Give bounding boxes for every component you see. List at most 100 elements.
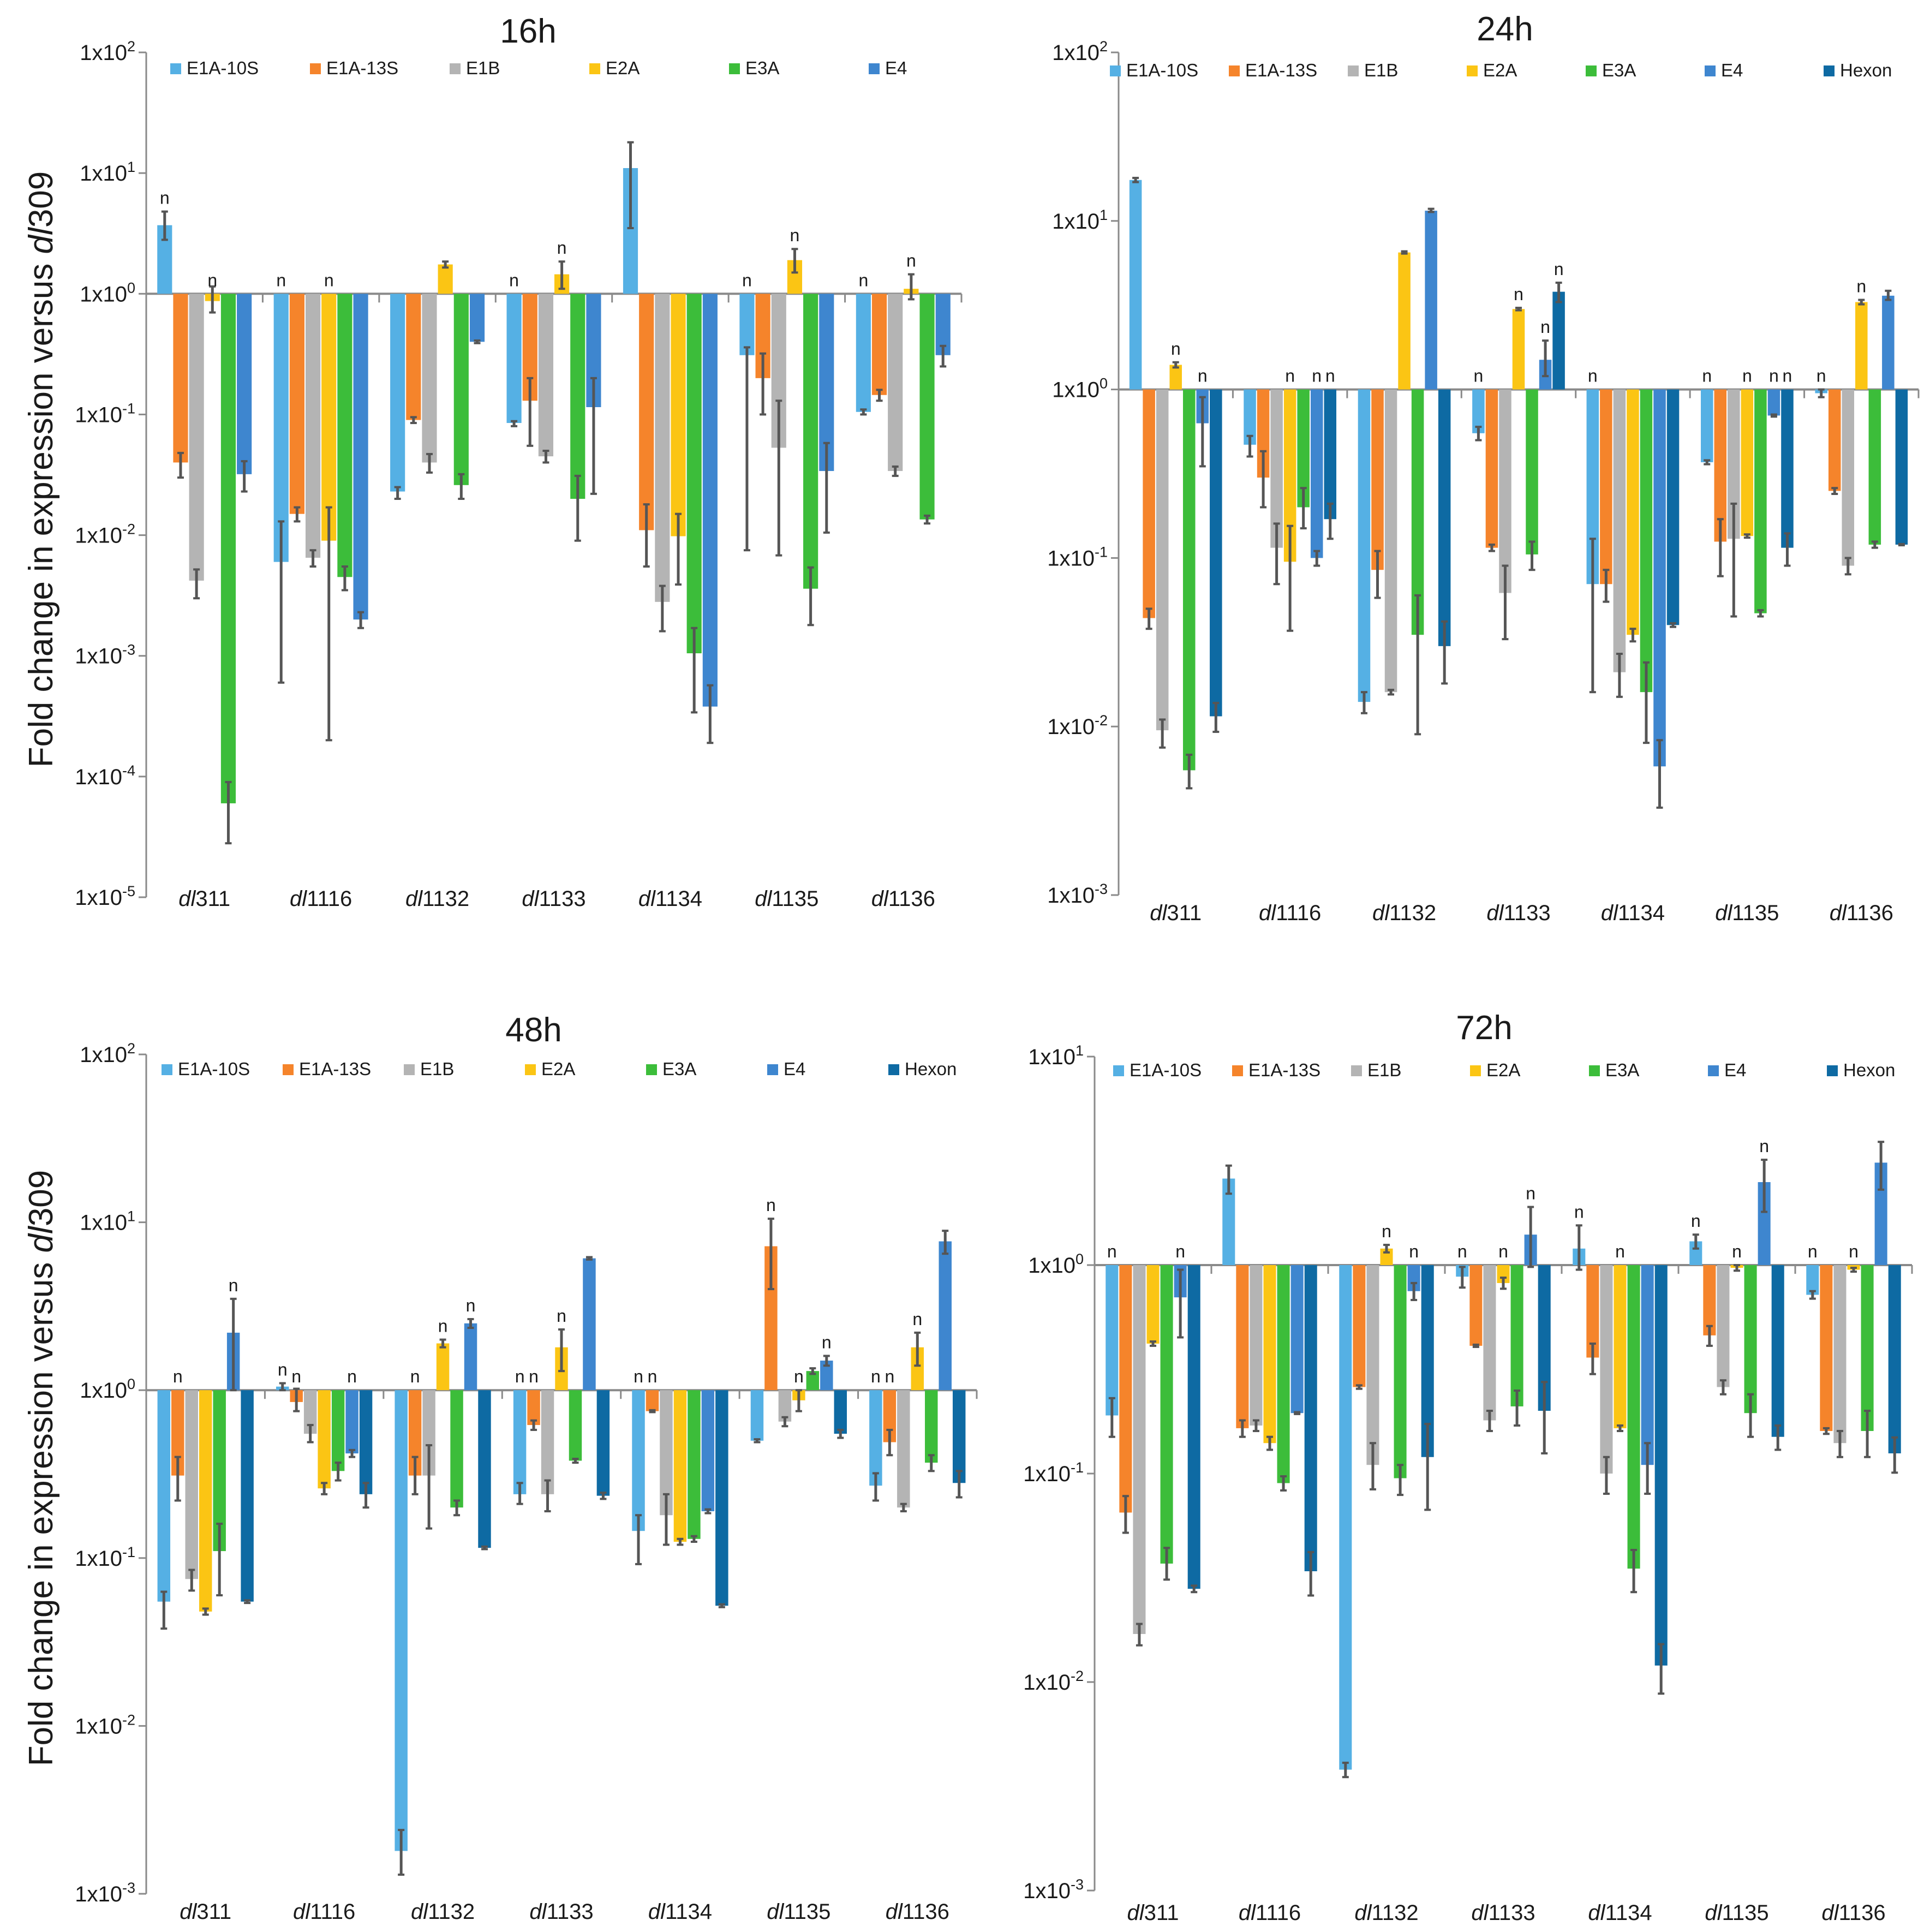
bar-E1A-10S-dl1136 xyxy=(869,1390,882,1486)
bar-E1B-dl1133 xyxy=(541,1390,554,1494)
bar-E4-dl1135 xyxy=(819,294,834,472)
bar-E4-dl1132 xyxy=(469,294,485,342)
bar-E1A-13S-dl1116 xyxy=(1257,389,1270,478)
n-marker: n xyxy=(822,1332,832,1352)
category-label-dl311: dl311 xyxy=(178,887,230,911)
bar-E3A-dl1132 xyxy=(1411,389,1424,635)
n-marker: n xyxy=(912,1309,922,1329)
bar-E1B-dl1134 xyxy=(1613,389,1626,672)
legend-label-E1A-10S: E1A-10S xyxy=(178,1059,250,1079)
bar-E3A-dl1134 xyxy=(1627,1265,1640,1569)
bar-E4-dl1134 xyxy=(701,1390,715,1512)
bar-E2A-dl1116 xyxy=(318,1390,331,1489)
y-tick-label: 1x100 xyxy=(1028,1251,1084,1278)
bar-E1A-10S-dl1134 xyxy=(1586,389,1599,585)
category-label-dl1135: dl1135 xyxy=(755,887,818,911)
bar-E3A-dl1116 xyxy=(1277,1265,1290,1483)
n-marker: n xyxy=(742,270,752,290)
bar-E2A-dl1134 xyxy=(1627,389,1639,635)
legend-label-E1A-13S: E1A-13S xyxy=(1245,60,1317,80)
bar-E4-dl1116 xyxy=(345,1390,358,1454)
bar-E2A-dl1136 xyxy=(1855,302,1868,390)
n-marker: n xyxy=(790,225,800,245)
legend-label-E4: E4 xyxy=(885,58,907,78)
bar-E4-dl1134 xyxy=(1653,389,1666,767)
category-label-dl1133: dl1133 xyxy=(522,887,585,911)
n-marker: n xyxy=(634,1367,643,1386)
bar-E2A-dl1116 xyxy=(321,294,337,541)
legend-label-E1A-10S: E1A-10S xyxy=(1126,60,1198,80)
bar-E1A-13S-dl1134 xyxy=(646,1390,659,1411)
n-marker: n xyxy=(1540,317,1550,337)
bar-Hexon-dl311 xyxy=(1187,1265,1200,1589)
bar-E1B-dl1136 xyxy=(888,294,903,472)
bar-Hexon-dl1133 xyxy=(596,1390,610,1496)
bar-E3A-dl1136 xyxy=(1868,389,1881,545)
n-marker: n xyxy=(515,1367,525,1386)
bar-E1A-10S-dl1116 xyxy=(1222,1178,1235,1265)
n-marker: n xyxy=(1849,1242,1859,1261)
bar-E4-dl1133 xyxy=(583,1258,596,1391)
bar-E4-dl1132 xyxy=(1425,211,1437,390)
category-label-dl1135: dl1135 xyxy=(767,1900,830,1924)
legend-label-Hexon: Hexon xyxy=(1843,1060,1895,1080)
bar-E2A-dl1132 xyxy=(1398,252,1411,390)
legend-swatch-E3A xyxy=(646,1064,657,1075)
n-marker: n xyxy=(1457,1242,1467,1261)
category-label-dl1116: dl1116 xyxy=(1239,1901,1301,1925)
bar-E1B-dl1134 xyxy=(1600,1265,1613,1474)
chart-panels: 16h 1x10-5 1x10-4 1x10-3 1x10-2 1x10-1 1x100 1x… xyxy=(75,10,1920,1925)
legend-swatch-E1A-13S xyxy=(1229,65,1240,76)
bar-E4-dl1135 xyxy=(1767,389,1780,416)
bar-E3A-dl311 xyxy=(220,294,236,803)
bar-E1A-10S-dl1132 xyxy=(390,294,405,492)
bar-E4-dl1116 xyxy=(1290,1265,1304,1414)
n-marker: n xyxy=(173,1367,183,1386)
y-tick-label: 1x10-2 xyxy=(75,521,135,548)
bar-E3A-dl1135 xyxy=(1744,1265,1757,1414)
bar-E1B-dl1116 xyxy=(1250,1265,1263,1426)
bar-E1B-dl311 xyxy=(185,1390,198,1579)
n-marker: n xyxy=(1474,366,1484,386)
y-tick-label: 1x10-1 xyxy=(75,400,135,427)
category-label-dl1133: dl1133 xyxy=(1471,1901,1535,1925)
n-marker: n xyxy=(906,251,916,271)
bar-E2A-dl1135 xyxy=(1741,389,1754,536)
bar-Hexon-dl1134 xyxy=(715,1390,728,1606)
bar-E3A-dl1134 xyxy=(1640,389,1653,693)
panel-16h: 16h 1x10-5 1x10-4 1x10-3 1x10-2 1x10-1 1x100 1x… xyxy=(75,13,963,911)
n-marker: n xyxy=(466,1296,476,1315)
n-marker: n xyxy=(347,1367,357,1386)
n-marker: n xyxy=(509,270,519,290)
bar-E2A-dl1136 xyxy=(911,1347,924,1391)
y-axis-label-top: Fold change in expression versus dl309 xyxy=(22,171,60,768)
bar-E1A-10S-dl1135 xyxy=(1700,389,1713,462)
n-marker: n xyxy=(1554,259,1564,279)
category-label-dl311: dl311 xyxy=(1127,1901,1179,1925)
legend-label-E1A-10S: E1A-10S xyxy=(187,58,259,78)
bar-E2A-dl1134 xyxy=(673,1390,687,1542)
y-axis-label-bottom: Fold change in expression versus dl309 xyxy=(22,1170,60,1767)
bar-Hexon-dl1136 xyxy=(1888,1265,1901,1453)
bar-E4-dl1136 xyxy=(1874,1162,1887,1265)
bar-E3A-dl1135 xyxy=(806,1371,820,1391)
n-marker: n xyxy=(1171,339,1181,359)
bar-E4-dl1132 xyxy=(464,1323,477,1391)
n-marker: n xyxy=(1732,1242,1742,1261)
bar-E3A-dl1133 xyxy=(569,1390,582,1461)
n-marker: n xyxy=(1175,1242,1185,1261)
bar-E3A-dl1133 xyxy=(1526,389,1538,554)
bar-E1A-13S-dl1132 xyxy=(1371,389,1384,570)
legend-swatch-E2A xyxy=(589,63,600,74)
bar-E4-dl1135 xyxy=(1758,1182,1771,1265)
n-marker: n xyxy=(1409,1242,1419,1261)
bar-E1A-10S-dl1136 xyxy=(1806,1265,1819,1295)
bar-E3A-dl1134 xyxy=(688,1390,701,1539)
n-marker: n xyxy=(858,270,868,290)
bar-E1B-dl1135 xyxy=(1728,389,1740,539)
bar-E1A-10S-dl1132 xyxy=(1358,389,1371,702)
bar-Hexon-dl1116 xyxy=(359,1390,373,1494)
bar-E4-dl1134 xyxy=(1641,1265,1654,1465)
